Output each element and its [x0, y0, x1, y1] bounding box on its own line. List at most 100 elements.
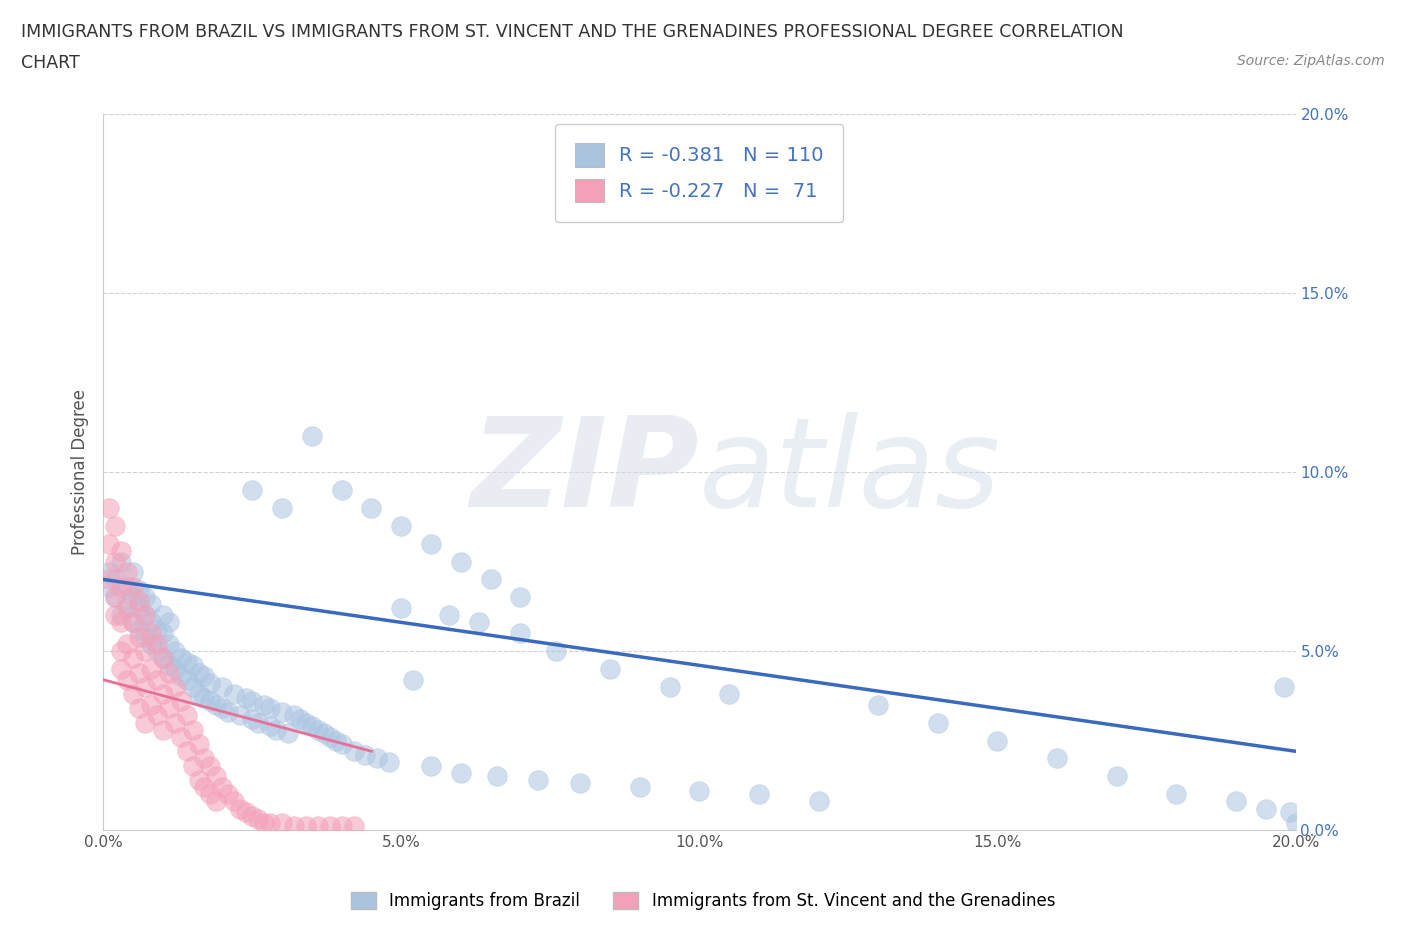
Point	[128, 622, 150, 637]
Point	[104, 590, 127, 604]
Point	[110, 579, 132, 594]
Point	[271, 704, 294, 719]
Point	[253, 698, 276, 712]
Point	[301, 719, 323, 734]
Point	[152, 723, 174, 737]
Point	[295, 819, 318, 834]
Point	[1278, 804, 1301, 819]
Point	[128, 630, 150, 644]
Point	[200, 676, 222, 691]
Point	[658, 680, 681, 695]
Point	[115, 579, 138, 594]
Point	[389, 518, 412, 533]
Point	[312, 726, 335, 741]
Point	[122, 651, 145, 666]
Point	[110, 543, 132, 558]
Point	[301, 429, 323, 444]
Point	[181, 758, 204, 773]
Point	[229, 801, 252, 816]
Point	[128, 601, 150, 616]
Point	[229, 708, 252, 723]
Point	[134, 608, 156, 623]
Point	[104, 590, 127, 604]
Point	[98, 500, 121, 515]
Point	[288, 711, 311, 726]
Point	[181, 658, 204, 672]
Point	[318, 729, 340, 744]
Point	[122, 615, 145, 630]
Point	[479, 572, 502, 587]
Point	[330, 737, 353, 751]
Point	[240, 711, 263, 726]
Point	[259, 701, 281, 716]
Point	[211, 701, 233, 716]
Point	[224, 794, 246, 809]
Point	[193, 779, 215, 794]
Point	[115, 636, 138, 651]
Point	[134, 715, 156, 730]
Text: IMMIGRANTS FROM BRAZIL VS IMMIGRANTS FROM ST. VINCENT AND THE GRENADINES PROFESS: IMMIGRANTS FROM BRAZIL VS IMMIGRANTS FRO…	[21, 23, 1123, 41]
Point	[342, 819, 364, 834]
Point	[224, 686, 246, 701]
Legend: R = -0.381   N = 110, R = -0.227   N =  71: R = -0.381 N = 110, R = -0.227 N = 71	[555, 124, 844, 221]
Point	[1166, 787, 1188, 802]
Point	[193, 690, 215, 705]
Point	[139, 597, 162, 612]
Point	[115, 672, 138, 687]
Point	[139, 615, 162, 630]
Point	[1284, 816, 1306, 830]
Point	[187, 665, 209, 680]
Point	[295, 715, 318, 730]
Point	[1105, 769, 1128, 784]
Point	[110, 554, 132, 569]
Point	[122, 686, 145, 701]
Point	[420, 537, 443, 551]
Point	[271, 816, 294, 830]
Point	[134, 644, 156, 658]
Point	[307, 723, 329, 737]
Point	[152, 686, 174, 701]
Point	[193, 669, 215, 684]
Point	[128, 665, 150, 680]
Point	[509, 590, 531, 604]
Point	[1225, 794, 1247, 809]
Point	[163, 680, 186, 695]
Point	[307, 819, 329, 834]
Point	[104, 518, 127, 533]
Point	[128, 583, 150, 598]
Point	[986, 733, 1008, 748]
Point	[868, 698, 890, 712]
Point	[169, 694, 191, 709]
Point	[176, 655, 198, 670]
Point	[200, 787, 222, 802]
Text: atlas: atlas	[699, 411, 1001, 533]
Point	[437, 608, 460, 623]
Point	[128, 593, 150, 608]
Point	[169, 669, 191, 684]
Point	[187, 686, 209, 701]
Point	[139, 698, 162, 712]
Point	[157, 658, 180, 672]
Point	[271, 500, 294, 515]
Point	[176, 708, 198, 723]
Point	[485, 769, 508, 784]
Point	[325, 733, 347, 748]
Point	[217, 704, 239, 719]
Point	[104, 554, 127, 569]
Point	[247, 812, 270, 827]
Point	[748, 787, 770, 802]
Point	[146, 708, 169, 723]
Point	[139, 626, 162, 641]
Point	[688, 783, 710, 798]
Point	[1254, 801, 1277, 816]
Point	[235, 804, 257, 819]
Point	[157, 615, 180, 630]
Point	[134, 608, 156, 623]
Point	[200, 694, 222, 709]
Point	[277, 726, 299, 741]
Point	[176, 672, 198, 687]
Point	[217, 787, 239, 802]
Point	[283, 819, 305, 834]
Point	[122, 590, 145, 604]
Point	[139, 636, 162, 651]
